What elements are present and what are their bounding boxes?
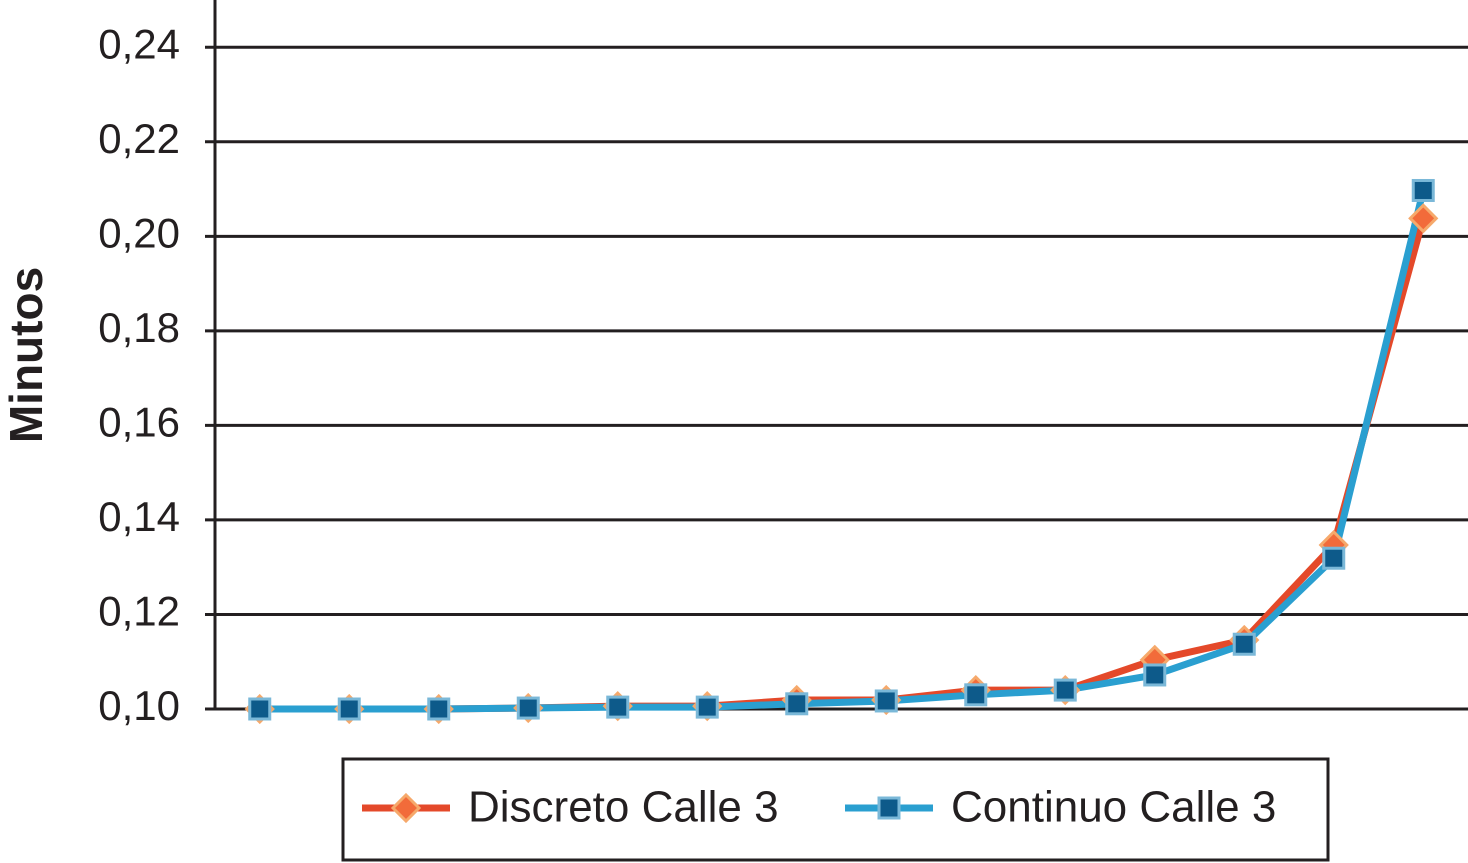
legend-marker <box>877 796 901 820</box>
series-marker <box>337 697 361 721</box>
y-axis-label: Minutos <box>0 267 52 443</box>
series-marker <box>874 689 898 713</box>
series-marker <box>1053 678 1077 702</box>
y-tick-label: 0,18 <box>98 304 180 351</box>
y-tick-label: 0,22 <box>98 115 180 162</box>
series-marker <box>695 695 719 719</box>
y-tick-label: 0,16 <box>98 398 180 445</box>
y-tick-label: 0,14 <box>98 493 180 540</box>
y-tick-label: 0,24 <box>98 20 180 67</box>
series-marker <box>1411 178 1435 202</box>
y-tick-label: 0,12 <box>98 588 180 635</box>
y-tick-label: 0,20 <box>98 209 180 256</box>
series-marker <box>1322 546 1346 570</box>
series-marker <box>1232 632 1256 656</box>
series-marker <box>785 692 809 716</box>
legend-label: Continuo Calle 3 <box>951 783 1276 832</box>
series-marker <box>248 697 272 721</box>
legend-label: Discreto Calle 3 <box>468 783 779 832</box>
series-marker <box>516 696 540 720</box>
series-marker <box>427 697 451 721</box>
y-tick-label: 0,10 <box>98 682 180 729</box>
series-marker <box>964 683 988 707</box>
legend-marker <box>390 792 422 824</box>
series-marker <box>606 695 630 719</box>
legend-box <box>341 757 1330 862</box>
series-marker <box>1408 203 1439 234</box>
series-marker <box>1143 663 1167 687</box>
